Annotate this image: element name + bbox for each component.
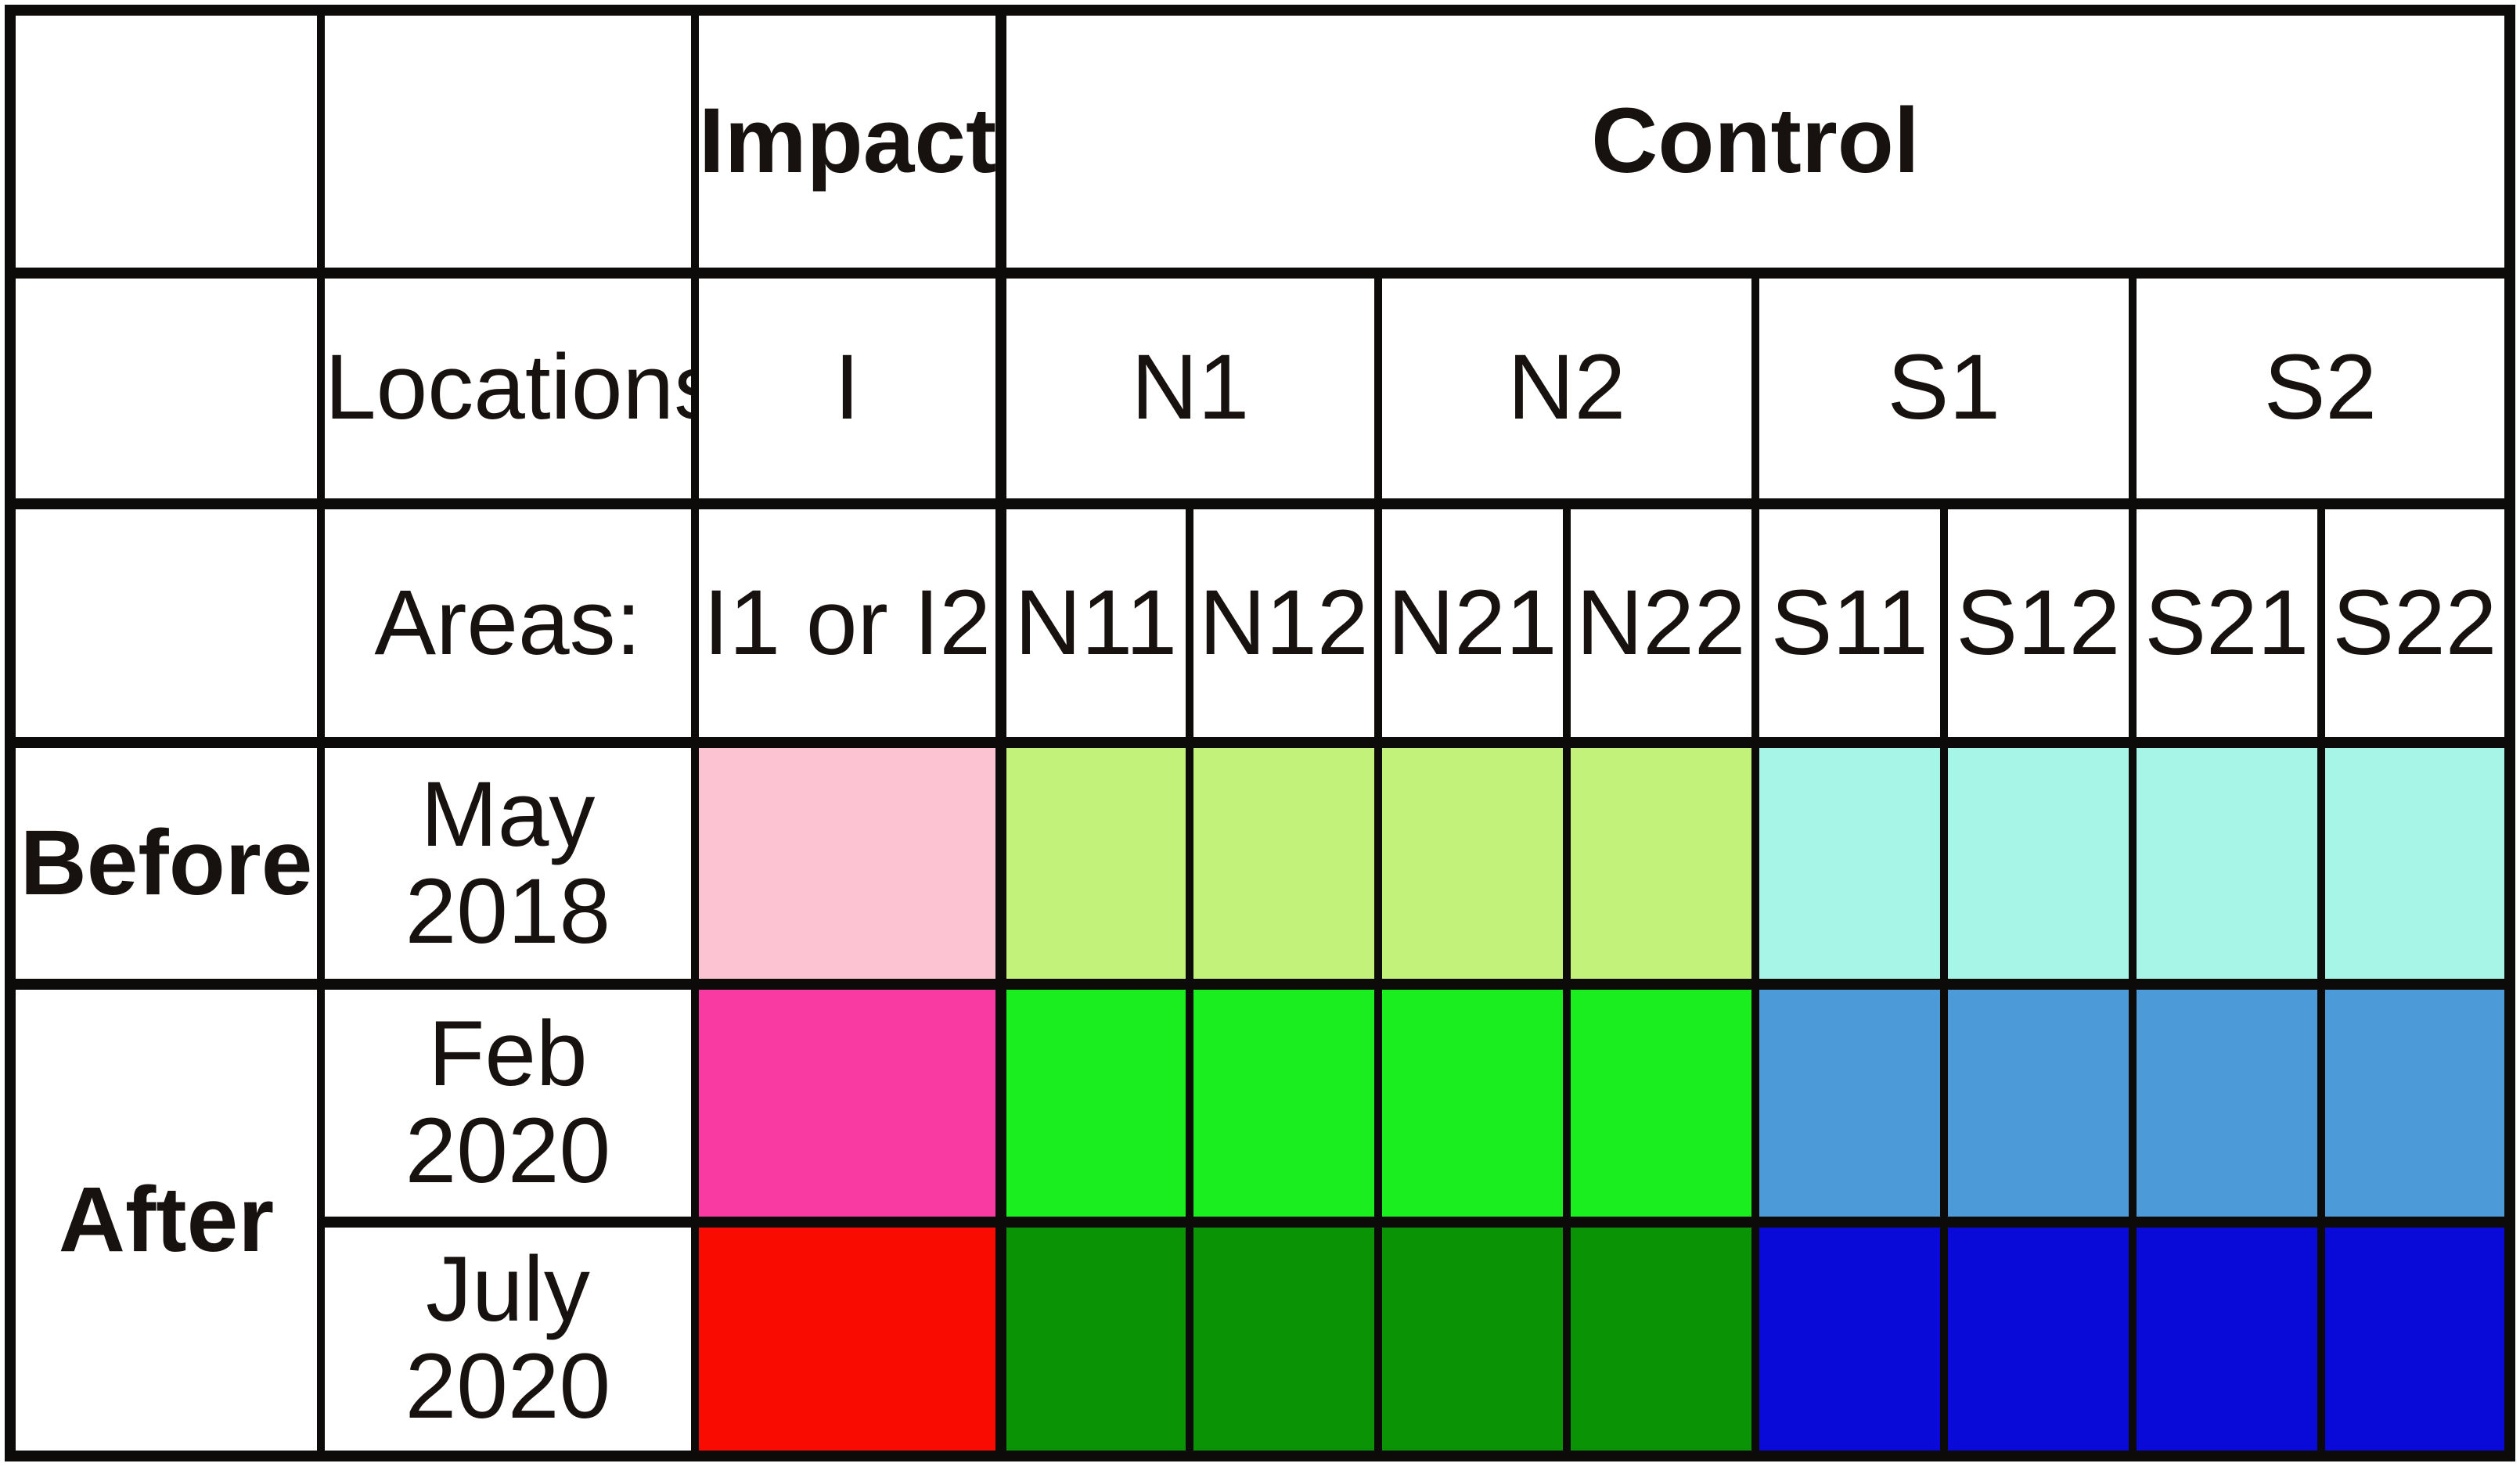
- before-may2018-row: Before May 2018: [6, 737, 2515, 990]
- area-n11-cell: N11: [995, 498, 1193, 749]
- after-feb2020-row: After Feb 2020: [6, 979, 2515, 1461]
- sample-may2018-n12-cell: [1185, 737, 1382, 990]
- location-n1-cell: N1: [995, 267, 1382, 509]
- sample-feb2020-s11-cell: [1751, 979, 1948, 1228]
- sample-feb2020-n11-cell: [995, 979, 1193, 1228]
- empty-cell: [316, 5, 699, 279]
- area-impact-cell: I1 or I2: [690, 498, 1005, 749]
- sample-july2020-n11-cell: [995, 1216, 1193, 1462]
- location-n2-cell: N2: [1373, 267, 1759, 509]
- area-n21-cell: N21: [1373, 498, 1571, 749]
- sample-may2018-s22-cell: [2317, 737, 2515, 990]
- location-impact-cell: I: [690, 267, 1005, 509]
- area-n12-cell: N12: [1185, 498, 1382, 749]
- locations-label-cell: Locations:: [316, 267, 699, 509]
- area-s21-cell: S21: [2128, 498, 2325, 749]
- sample-july2020-n21-cell: [1373, 1216, 1571, 1462]
- sample-july2020-s11-cell: [1751, 1216, 1948, 1462]
- before-label-cell: Before: [6, 737, 325, 990]
- sample-feb2020-n21-cell: [1373, 979, 1571, 1228]
- sample-july2020-s22-cell: [2317, 1216, 2515, 1462]
- area-s22-cell: S22: [2317, 498, 2515, 749]
- location-s2-cell: S2: [2128, 267, 2515, 509]
- empty-cell: [6, 267, 325, 509]
- locations-row: Locations: I N1 N2 S1 S2: [6, 267, 2515, 509]
- sample-july2020-n22-cell: [1562, 1216, 1759, 1462]
- sample-july2020-s21-cell: [2128, 1216, 2325, 1462]
- sample-feb2020-s21-cell: [2128, 979, 2325, 1228]
- sample-may2018-s21-cell: [2128, 737, 2325, 990]
- sample-feb2020-impact-cell: [690, 979, 1005, 1228]
- location-s1-cell: S1: [1751, 267, 2137, 509]
- sample-may2018-s11-cell: [1751, 737, 1948, 990]
- impact-header-cell: Impact: [690, 5, 1005, 279]
- time-may-2018-cell: May 2018: [316, 737, 699, 990]
- sample-may2018-n11-cell: [995, 737, 1193, 990]
- baci-design-table: Impact Control Locations: I N1 N2 S1 S2 …: [5, 5, 2515, 1462]
- sample-may2018-n22-cell: [1562, 737, 1759, 990]
- header-row: Impact Control: [6, 5, 2515, 279]
- after-july2020-row: July 2020: [10, 1216, 2515, 1462]
- sample-july2020-impact-cell: [690, 1216, 1005, 1462]
- time-july-2020-cell: July 2020: [316, 1216, 699, 1462]
- area-s11-cell: S11: [1751, 498, 1948, 749]
- control-header-cell: Control: [995, 5, 2515, 279]
- after-label-cell: After: [6, 979, 325, 1461]
- sample-may2018-s12-cell: [1939, 737, 2137, 990]
- empty-cell: [6, 498, 325, 749]
- sample-july2020-n12-cell: [1185, 1216, 1382, 1462]
- area-n22-cell: N22: [1562, 498, 1759, 749]
- areas-label-cell: Areas:: [316, 498, 699, 749]
- sample-may2018-impact-cell: [690, 737, 1005, 990]
- sample-feb2020-s22-cell: [2317, 979, 2515, 1228]
- sample-feb2020-s12-cell: [1939, 979, 2137, 1228]
- area-s12-cell: S12: [1939, 498, 2137, 749]
- sample-feb2020-n22-cell: [1562, 979, 1759, 1228]
- empty-cell: [6, 5, 325, 279]
- areas-row: Areas: I1 or I2 N11 N12 N21 N22 S11 S12 …: [6, 498, 2515, 749]
- sample-may2018-n21-cell: [1373, 737, 1571, 990]
- sample-feb2020-n12-cell: [1185, 979, 1382, 1228]
- sample-july2020-s12-cell: [1939, 1216, 2137, 1462]
- time-feb-2020-cell: Feb 2020: [316, 979, 699, 1228]
